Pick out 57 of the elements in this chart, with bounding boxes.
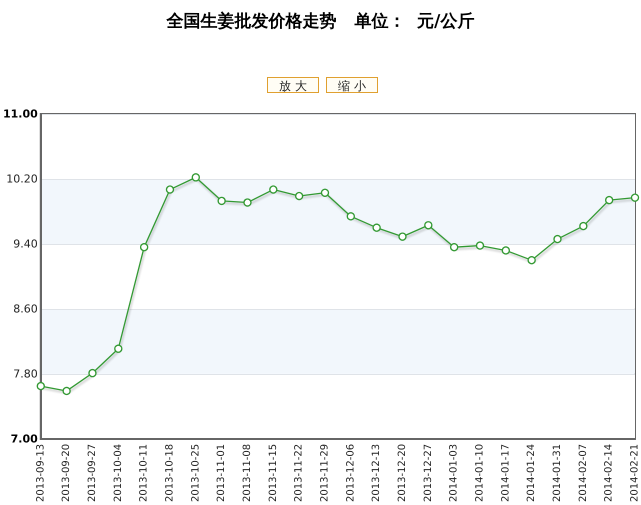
point (372, 224, 381, 232)
zoom-out-button[interactable]: 缩 小 (326, 77, 378, 93)
point (192, 173, 200, 182)
x-tick-label: 2013-10-25 (190, 444, 202, 502)
chart-title: 全国生姜批发价格走势 单位： 元/公斤 (166, 10, 474, 32)
x-tick-label: 2014-01-03 (448, 444, 460, 502)
point (605, 196, 614, 204)
y-tick-label: 10.20 (6, 172, 38, 186)
x-tick-label: 2013-10-18 (164, 444, 176, 502)
x-tick-label: 2013-09-13 (35, 444, 46, 502)
point (398, 232, 407, 241)
x-tick-label: 2013-11-22 (294, 444, 305, 502)
x-tick-label: 2013-11-15 (268, 444, 279, 502)
point (88, 368, 97, 378)
point (36, 382, 45, 390)
point (295, 192, 304, 200)
y-tick-label: 7.00 (10, 432, 38, 446)
x-tick-label: 2013-10-04 (112, 444, 124, 502)
point (166, 185, 174, 194)
x-tick-label: 2014-02-14 (604, 444, 615, 502)
x-tick-label: 2013-11-08 (242, 444, 253, 502)
y-tick-label: 11.00 (2, 108, 38, 120)
point (140, 243, 148, 252)
point (269, 185, 278, 194)
point (243, 198, 252, 207)
point (450, 243, 458, 252)
y-tick-label: 7.80 (13, 367, 38, 380)
point (528, 256, 536, 264)
x-tick-label: 2013-11-29 (319, 444, 330, 502)
x-tick-label: 2013-12-20 (396, 444, 408, 502)
x-tick-label: 2014-01-17 (500, 444, 512, 502)
x-tick-label: 2014-01-31 (552, 444, 563, 502)
x-tick-label: 2013-09-27 (86, 444, 98, 502)
point (476, 241, 484, 250)
x-tick-label: 2013-12-13 (371, 444, 382, 502)
y-tick-label: 8.60 (13, 302, 38, 316)
point (553, 234, 562, 244)
x-tick-label: 2013-12-06 (345, 444, 356, 502)
x-tick-label: 2013-09-20 (61, 444, 72, 502)
point (579, 222, 588, 230)
x-tick-label: 2013-10-11 (138, 444, 150, 502)
point (62, 386, 71, 396)
point (630, 194, 640, 202)
x-tick-label: 2013-12-27 (422, 444, 434, 502)
zoom-in-button[interactable]: 放 大 (267, 77, 319, 93)
x-tick-label: 2014-02-21 (630, 444, 640, 502)
x-tick-label: 2014-02-07 (578, 444, 589, 502)
y-tick-label: 9.40 (13, 237, 38, 250)
point (502, 246, 510, 255)
x-tick-label: 2013-11-01 (216, 444, 228, 502)
point (217, 196, 226, 206)
point (114, 344, 122, 353)
point (424, 221, 432, 230)
x-tick-label: 2014-01-10 (474, 444, 486, 502)
point (320, 188, 330, 197)
point (346, 212, 355, 220)
x-tick-label: 2014-01-24 (526, 444, 538, 502)
